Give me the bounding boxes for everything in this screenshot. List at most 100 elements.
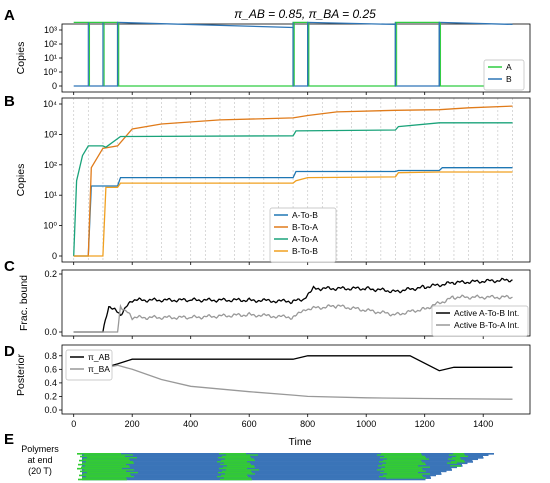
polymer-segment-A bbox=[378, 465, 418, 467]
polymers-layer bbox=[77, 453, 494, 481]
panel-D-xtick-label: 800 bbox=[300, 419, 315, 429]
polymer-segment-A bbox=[384, 470, 426, 473]
panel-E-label-1: Polymers bbox=[21, 444, 59, 454]
panel-B-ylabel: Copies bbox=[15, 164, 27, 197]
polymer-segment-A bbox=[383, 459, 421, 462]
polymer-segment-A bbox=[449, 454, 465, 456]
polymer-row bbox=[82, 475, 431, 478]
polymer-segment-A bbox=[222, 455, 250, 458]
polymer-segment-A bbox=[379, 475, 423, 478]
polymer-row bbox=[82, 458, 478, 461]
panel-D-xtick-label: 1400 bbox=[473, 419, 493, 429]
panel-D-series-π_BA bbox=[73, 364, 513, 400]
panel-D-ytick-label: 0.4 bbox=[44, 378, 57, 388]
panel-D-legend-label: π_BA bbox=[88, 364, 110, 374]
polymer-segment-A bbox=[82, 462, 134, 465]
polymer-row bbox=[82, 473, 442, 475]
panel-A-ytick-label: 10⁰ bbox=[43, 67, 57, 77]
panel-D-ytick-label: 0.6 bbox=[44, 364, 57, 374]
polymer-segment-A bbox=[86, 461, 133, 463]
polymer-segment-A bbox=[83, 473, 130, 475]
panel-B-ytick-label: 10⁴ bbox=[43, 99, 57, 109]
polymer-row bbox=[82, 477, 431, 479]
panel-B-ytick-label: 10² bbox=[44, 160, 57, 170]
panel-B-legend-label: A-To-B bbox=[292, 210, 318, 220]
polymer-segment-A bbox=[386, 477, 426, 479]
polymer-row bbox=[82, 467, 452, 470]
polymer-segment-A bbox=[218, 471, 252, 474]
panel-C-ytick-label: 0.2 bbox=[44, 269, 57, 279]
polymer-segment-A bbox=[385, 466, 430, 469]
polymer-segment-A bbox=[383, 474, 422, 477]
panel-D-ylabel: Posterior bbox=[15, 353, 27, 396]
panel-A-ytick-label: 10² bbox=[44, 39, 57, 49]
polymer-segment-A bbox=[223, 466, 255, 469]
panel-C-legend-box bbox=[431, 305, 529, 337]
panel-A-legend-label: B bbox=[506, 74, 512, 84]
panel-E-label-2: at end bbox=[27, 455, 52, 465]
polymer-segment-A bbox=[452, 457, 460, 459]
polymer-segment-A bbox=[80, 470, 126, 473]
polymer-segment-A bbox=[77, 467, 122, 470]
polymer-segment-A bbox=[224, 462, 250, 465]
polymer-segment-A bbox=[83, 458, 129, 461]
polymer-segment-A bbox=[453, 453, 464, 455]
polymer-segment-A bbox=[218, 457, 251, 459]
polymer-segment-A bbox=[220, 478, 252, 481]
polymer-segment-A bbox=[448, 458, 461, 461]
polymer-segment-A bbox=[387, 458, 429, 461]
polymer-segment-A bbox=[84, 454, 133, 456]
polymer-row bbox=[82, 478, 426, 481]
polymer-segment-A bbox=[380, 457, 426, 459]
polymer-segment-A bbox=[222, 470, 251, 473]
polymer-row bbox=[82, 455, 483, 458]
polymer-row bbox=[82, 459, 473, 462]
panel-letter-B: B bbox=[4, 93, 15, 110]
polymer-segment-A bbox=[377, 454, 422, 456]
panel-D-legend-label: π_AB bbox=[88, 352, 110, 362]
panel-D-xtick-label: 1200 bbox=[415, 419, 435, 429]
polymer-segment-A bbox=[219, 467, 247, 470]
panel-A-frame bbox=[61, 23, 531, 93]
panel-A-legend-label: A bbox=[506, 62, 512, 72]
panel-B-legend-label: A-To-A bbox=[292, 234, 318, 244]
polymer-segment-A bbox=[387, 473, 430, 475]
panel-B-series-B-To-A bbox=[73, 105, 513, 257]
polymer-segment-A bbox=[384, 455, 425, 458]
polymer-row bbox=[82, 466, 457, 469]
polymer-segment-A bbox=[77, 453, 121, 455]
polymer-segment-A bbox=[377, 469, 423, 471]
polymer-segment-A bbox=[379, 461, 422, 463]
figure-title: π_AB = 0.85, π_BA = 0.25 bbox=[234, 7, 376, 21]
polymer-segment-A bbox=[217, 461, 247, 463]
panel-C-ylabel: Frac. bound bbox=[18, 275, 30, 331]
panel-D-ytick-label: 0.0 bbox=[44, 405, 57, 415]
panel-letter-C: C bbox=[4, 258, 15, 275]
panel-D-xtick-label: 1000 bbox=[356, 419, 376, 429]
polymer-segment-A bbox=[386, 462, 425, 465]
panel-D-ytick-label: 0.2 bbox=[44, 391, 57, 401]
polymer-row bbox=[82, 462, 468, 465]
polymer-segment-A bbox=[224, 477, 251, 479]
panel-D-frame bbox=[61, 344, 531, 415]
panel-E-label-3: (20 T) bbox=[28, 466, 52, 476]
panel-B-ytick-label: 10³ bbox=[44, 129, 57, 139]
polymer-segment-A bbox=[451, 461, 465, 463]
polymer-segment-A bbox=[220, 463, 251, 466]
panel-B-legend-label: B-To-B bbox=[292, 246, 318, 256]
polymer-segment-A bbox=[80, 455, 125, 458]
polymer-row bbox=[82, 471, 441, 474]
polymer-segment-A bbox=[456, 455, 468, 458]
polymer-segment-A bbox=[225, 473, 255, 475]
polymer-row bbox=[82, 457, 484, 459]
panel-D-xtick-label: 200 bbox=[125, 419, 140, 429]
panel-A-ylabel: Copies bbox=[15, 42, 27, 75]
panel-A-ytick-label: 10¹ bbox=[44, 53, 57, 63]
panel-letter-E: E bbox=[4, 431, 14, 448]
polymer-row bbox=[82, 465, 463, 467]
polymer-segment-A bbox=[227, 465, 254, 467]
polymer-row bbox=[82, 454, 489, 456]
panel-B-series-B-To-B bbox=[73, 171, 513, 257]
panel-B-ytick-label: 10⁰ bbox=[43, 221, 57, 231]
